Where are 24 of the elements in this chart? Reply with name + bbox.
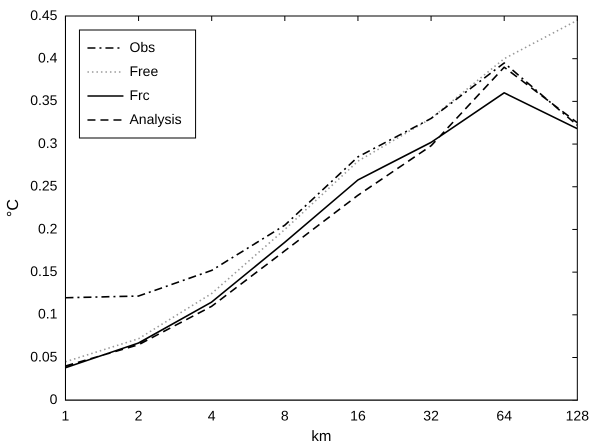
y-axis-title: °C <box>5 199 22 218</box>
y-tick-label: 0.15 <box>30 262 58 279</box>
y-tick-label: 0 <box>50 391 58 408</box>
y-tick-label: 0.45 <box>30 6 58 23</box>
x-tick-label: 2 <box>134 407 143 424</box>
y-tick-label: 0.3 <box>38 134 58 151</box>
x-tick-label: 64 <box>496 407 512 424</box>
y-tick-label: 0.25 <box>30 178 58 194</box>
x-tick-label: 16 <box>350 407 366 424</box>
x-axis-title: km <box>311 428 332 446</box>
y-tick-label: 0.2 <box>38 220 58 236</box>
x-tick-label: 8 <box>280 407 289 424</box>
x-tick-label: 128 <box>566 407 590 424</box>
legend-label: Free <box>129 62 158 79</box>
x-tick-label: 32 <box>423 407 440 424</box>
legend-label: Frc <box>129 86 150 103</box>
legend-label: Obs <box>129 38 156 55</box>
legend-label: Analysis <box>129 110 182 127</box>
x-tick-label: 4 <box>208 407 216 424</box>
y-tick-label: 0.35 <box>30 92 58 108</box>
x-tick-label: 1 <box>62 407 70 424</box>
y-tick-label: 0.1 <box>38 306 58 322</box>
y-tick-label: 0.05 <box>30 348 58 364</box>
y-tick-label: 0.4 <box>38 50 58 66</box>
